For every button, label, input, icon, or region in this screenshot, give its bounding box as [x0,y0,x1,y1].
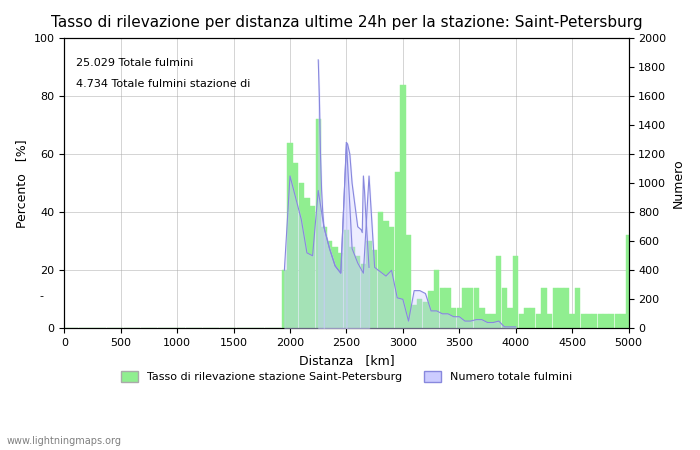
Bar [524,308,530,328]
Bar [287,143,293,328]
Bar [547,314,552,328]
Bar [389,227,394,328]
Bar [491,314,496,328]
Bar [564,288,569,328]
Text: www.lightningmaps.org: www.lightningmaps.org [7,436,122,446]
Bar [592,314,597,328]
Title: Tasso di rilevazione per distanza ultime 24h per la stazione: Saint-Petersburg: Tasso di rilevazione per distanza ultime… [50,15,643,30]
Bar [400,85,405,328]
Bar [355,256,360,328]
Bar [428,291,434,328]
Bar [281,270,287,328]
Bar [372,250,377,328]
Bar [480,308,484,328]
X-axis label: Distanza   [km]: Distanza [km] [299,354,394,367]
Bar [581,314,586,328]
Bar [609,314,615,328]
Bar [423,302,428,328]
Bar [434,270,440,328]
Bar [536,314,541,328]
Bar [587,314,592,328]
Bar [344,230,349,328]
Bar [570,314,575,328]
Legend: Tasso di rilevazione stazione Saint-Petersburg, Numero totale fulmini: Tasso di rilevazione stazione Saint-Pete… [117,366,576,387]
Bar [349,247,355,328]
Bar [468,288,473,328]
Bar [360,265,366,328]
Bar [384,221,388,328]
Bar [338,253,344,328]
Bar [456,308,462,328]
Bar [462,288,468,328]
Bar [406,235,411,328]
Bar [603,314,609,328]
Bar [620,314,626,328]
Bar [412,305,416,328]
Bar [474,288,479,328]
Bar [316,119,321,328]
Bar [377,212,383,328]
Bar [519,314,524,328]
Bar [626,235,631,328]
Y-axis label: Percento   [%]: Percento [%] [15,139,28,228]
Text: 25.029 Totale fulmini: 25.029 Totale fulmini [76,58,193,68]
Bar [451,308,456,328]
Bar [417,299,423,328]
Bar [496,256,501,328]
Bar [445,288,451,328]
Bar [293,163,298,328]
Bar [508,308,513,328]
Bar [440,288,445,328]
Bar [327,241,332,328]
Bar [321,227,326,328]
Bar [558,288,564,328]
Bar [541,288,547,328]
Bar [530,308,536,328]
Bar [310,207,315,328]
Bar [513,256,519,328]
Bar [332,247,338,328]
Bar [304,198,309,328]
Bar [575,288,580,328]
Bar [598,314,603,328]
Y-axis label: Numero: Numero [672,158,685,208]
Bar [485,314,490,328]
Bar [615,314,620,328]
Text: -: - [39,291,43,302]
Text: 4.734 Totale fulmini stazione di: 4.734 Totale fulmini stazione di [76,79,250,89]
Bar [366,241,372,328]
Bar [299,183,304,328]
Bar [395,171,400,328]
Bar [552,288,558,328]
Bar [502,288,507,328]
